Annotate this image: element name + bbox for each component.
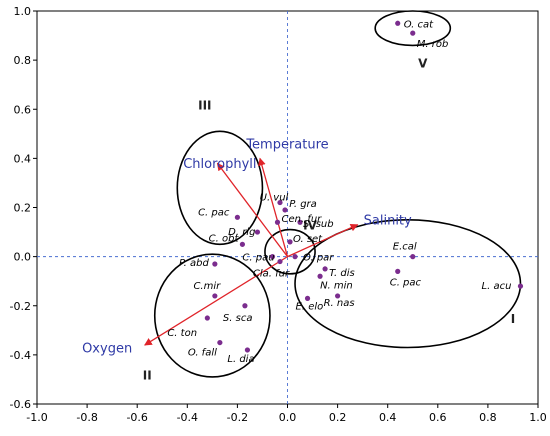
point-label: S. sca — [223, 313, 253, 324]
vector-arrow — [144, 256, 288, 346]
group-ellipse — [374, 10, 452, 47]
point-label: N. min — [320, 280, 353, 291]
y-tick-label: 0.0 — [14, 251, 32, 264]
point-label: O. set — [293, 234, 323, 245]
x-tick-label: 0.6 — [429, 411, 447, 424]
point-label: D. rig — [228, 227, 255, 238]
point-label: L. dia — [227, 354, 254, 365]
y-tick-label: 0.2 — [14, 202, 32, 215]
data-point — [217, 339, 223, 346]
data-point — [234, 214, 240, 220]
point-label: C. ton — [167, 328, 197, 339]
x-tick-label: 0.2 — [329, 411, 347, 424]
point-label: R. nas — [324, 298, 355, 309]
x-tick-label: 1.0 — [529, 411, 547, 424]
point-label: S. sub — [303, 219, 334, 230]
point-label: Cla. fur — [253, 269, 290, 280]
data-point — [239, 241, 246, 247]
data-point — [282, 207, 288, 213]
x-tick-label: 0.4 — [379, 411, 397, 424]
point-label: E. elo — [296, 301, 324, 312]
y-tick-label: 0.8 — [14, 54, 32, 67]
vector-arrow — [258, 157, 289, 257]
data-point — [317, 273, 323, 279]
point-label: C. pac — [390, 277, 422, 288]
point-label: P. gra — [289, 199, 317, 210]
x-tick-label: -0.6 — [126, 411, 147, 424]
data-point — [410, 30, 416, 36]
vector-label: Chlorophyll — [183, 157, 256, 172]
data-point — [395, 20, 401, 26]
data-point — [212, 261, 218, 267]
point-label: O. par — [303, 253, 334, 264]
point-label: U. vul — [260, 193, 289, 204]
y-tick-label: 1.0 — [14, 5, 32, 18]
data-point — [292, 254, 298, 260]
point-label: C. pac — [198, 207, 230, 218]
data-point — [297, 219, 303, 225]
data-point — [322, 266, 328, 272]
group-ellipse — [176, 130, 264, 246]
data-point — [242, 303, 248, 309]
y-tick-label: -0.2 — [10, 300, 31, 313]
group-label: III — [198, 98, 211, 112]
group-label: V — [418, 56, 428, 70]
data-point — [274, 219, 281, 225]
data-point — [410, 254, 416, 260]
group-label: IV — [303, 219, 317, 233]
data-point — [277, 258, 283, 265]
point-label: L. acu — [482, 281, 512, 292]
vector-arrow — [287, 224, 359, 258]
data-point — [395, 268, 401, 274]
point-label: C.mir — [193, 281, 221, 292]
data-point — [244, 347, 251, 353]
point-label: O. cat — [404, 19, 434, 30]
y-tick-label: 0.4 — [14, 152, 32, 165]
group-label: I — [511, 312, 515, 326]
data-point — [204, 315, 210, 321]
point-label: T. dis — [329, 268, 355, 279]
point-label: E.cal — [393, 242, 417, 253]
x-tick-label: 0.8 — [479, 411, 497, 424]
data-point — [287, 239, 293, 245]
x-tick-label: -0.2 — [227, 411, 248, 424]
y-tick-label: 0.6 — [14, 103, 32, 116]
data-point — [212, 293, 218, 299]
data-point — [254, 229, 261, 235]
vector-arrow — [216, 162, 289, 258]
point-label: O. fall — [188, 348, 217, 359]
vector-label: Temperature — [245, 138, 328, 153]
data-point — [335, 293, 341, 299]
x-tick-label: -1.0 — [26, 411, 47, 424]
point-label: C. pau — [242, 253, 274, 264]
point-label: P. abd — [179, 258, 209, 269]
group-label: II — [143, 368, 152, 382]
x-tick-label: -0.8 — [76, 411, 97, 424]
x-tick-label: -0.4 — [177, 411, 198, 424]
data-point — [269, 254, 276, 260]
y-tick-label: -0.4 — [10, 349, 31, 362]
data-point — [304, 295, 311, 301]
point-label: Cen. fur — [281, 214, 322, 225]
data-point — [517, 283, 524, 289]
x-tick-label: 0.0 — [279, 411, 297, 424]
point-label: M. rob — [417, 39, 449, 50]
group-ellipse — [153, 253, 271, 378]
group-ellipse — [264, 228, 316, 275]
vector-label: Oxygen — [82, 341, 132, 356]
y-tick-label: -0.6 — [10, 398, 31, 411]
vector-label: Salinity — [364, 214, 412, 229]
point-label: C. obt — [209, 233, 240, 244]
data-point — [277, 199, 283, 206]
